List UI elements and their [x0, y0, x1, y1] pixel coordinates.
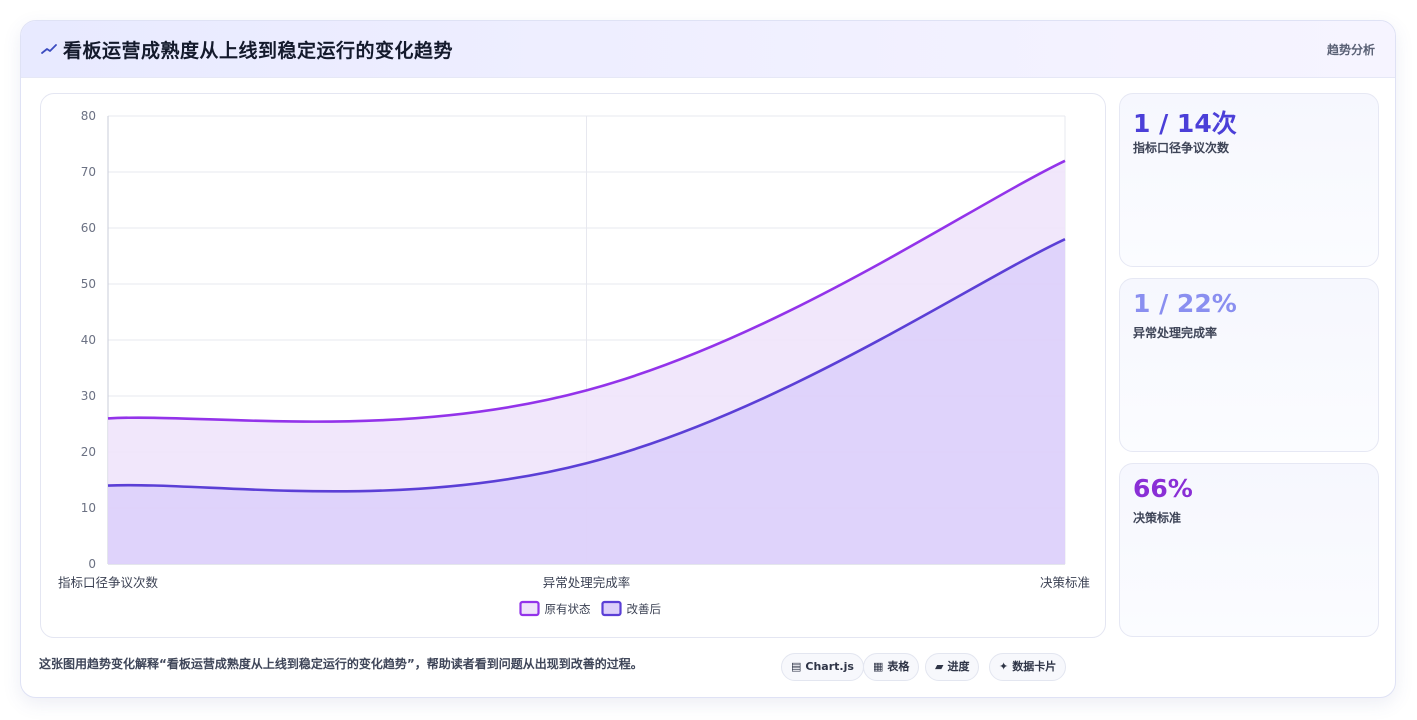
stat-label: 异常处理完成率	[1133, 326, 1218, 340]
x-tick-label: 决策标准	[1040, 575, 1090, 590]
y-tick-label: 40	[81, 333, 96, 347]
progress-icon: ▰	[935, 660, 944, 673]
pill-chartjs[interactable]: ▤ Chart.js	[781, 653, 864, 681]
stat-label: 决策标准	[1133, 511, 1182, 525]
trend-card: 看板运营成熟度从上线到稳定运行的变化趋势 趋势分析 0 10 20 30 40 50 60 7…	[20, 20, 1396, 698]
stat-value: 1 / 22%	[1133, 289, 1237, 318]
pill-label: 数据卡片	[1012, 660, 1057, 673]
stat-value: 66%	[1133, 474, 1193, 503]
trend-line-icon	[41, 44, 57, 54]
legend-swatch	[601, 600, 622, 617]
x-tick-label: 指标口径争议次数	[58, 575, 159, 590]
chart-icon: ▤	[791, 660, 802, 673]
pill-label: Chart.js	[805, 660, 854, 673]
x-tick-label: 异常处理完成率	[543, 575, 631, 590]
legend-label: 原有状态	[545, 602, 591, 616]
stat-card-completion: 1 / 22% 异常处理完成率	[1119, 278, 1379, 452]
pill-label: 进度	[947, 660, 970, 673]
stat-card-decision: 66% 决策标准	[1119, 463, 1379, 637]
y-tick-label: 30	[81, 389, 96, 403]
area-chart: 0 10 20 30 40 50 60 70 80 指标口径争议次数 异常处理完成率 决策标准原有状态…	[58, 109, 1090, 617]
y-tick-label: 80	[81, 109, 96, 123]
series-original-line	[107, 159, 1066, 423]
stat-label: 指标口径争议次数	[1133, 141, 1230, 155]
pill-table[interactable]: ▦ 表格	[863, 653, 920, 681]
table-icon: ▦	[873, 660, 884, 673]
page-title: 看板运营成熟度从上线到稳定运行的变化趋势	[63, 40, 454, 62]
stat-value: 1 / 14次	[1133, 109, 1237, 138]
legend-label: 改善后	[627, 602, 662, 616]
legend-swatch	[519, 600, 540, 617]
pill-progress[interactable]: ▰ 进度	[925, 653, 980, 681]
chart-panel: 0 10 20 30 40 50 60 70 80 指标口径争议次数 异常处理完成率 决策标准原有状态…	[40, 93, 1106, 638]
chart-description: 这张图用趋势变化解释“看板运营成熟度从上线到稳定运行的变化趋势”，帮助读者看到问…	[39, 657, 643, 671]
y-tick-label: 10	[81, 501, 96, 515]
y-tick-label: 20	[81, 445, 96, 459]
series-improved-line	[107, 238, 1066, 493]
y-tick-label: 0	[88, 557, 96, 571]
series-improved-area	[108, 239, 1065, 564]
card-header: 看板运营成熟度从上线到稳定运行的变化趋势 趋势分析	[21, 21, 1395, 78]
y-tick-label: 70	[81, 165, 96, 179]
stat-card-disputes: 1 / 14次 指标口径争议次数	[1119, 93, 1379, 267]
pill-data-card[interactable]: ✦ 数据卡片	[989, 653, 1067, 681]
y-tick-label: 50	[81, 277, 96, 291]
y-tick-label: 60	[81, 221, 96, 235]
analysis-tag: 趋势分析	[1326, 43, 1375, 57]
sparkle-icon: ✦	[999, 660, 1009, 673]
pill-label: 表格	[887, 660, 910, 673]
